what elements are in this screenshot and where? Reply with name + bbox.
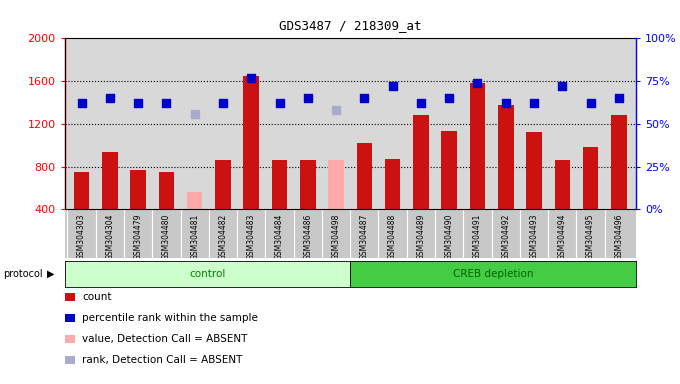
Bar bbox=[441, 131, 457, 209]
Point bbox=[528, 100, 539, 106]
Bar bbox=[272, 160, 287, 209]
Point bbox=[218, 100, 228, 106]
Point bbox=[76, 100, 87, 106]
Point bbox=[359, 95, 370, 101]
Text: protocol: protocol bbox=[3, 269, 43, 279]
Bar bbox=[243, 76, 259, 209]
Text: GSM304482: GSM304482 bbox=[218, 214, 227, 260]
Text: GSM304483: GSM304483 bbox=[247, 214, 256, 260]
Text: GDS3487 / 218309_at: GDS3487 / 218309_at bbox=[279, 19, 422, 32]
Bar bbox=[554, 160, 570, 209]
Text: GSM304479: GSM304479 bbox=[134, 214, 143, 260]
Bar bbox=[215, 160, 231, 209]
Point bbox=[613, 95, 624, 101]
Point bbox=[330, 107, 341, 113]
Text: GSM304303: GSM304303 bbox=[77, 214, 86, 260]
Bar bbox=[583, 147, 598, 209]
Text: GSM304489: GSM304489 bbox=[416, 214, 426, 260]
Point bbox=[472, 80, 483, 86]
Bar bbox=[526, 132, 542, 209]
Text: percentile rank within the sample: percentile rank within the sample bbox=[82, 313, 258, 323]
Point bbox=[557, 83, 568, 89]
Point bbox=[274, 100, 285, 106]
Text: GSM304494: GSM304494 bbox=[558, 214, 566, 260]
Point bbox=[303, 95, 313, 101]
Bar bbox=[187, 192, 203, 209]
Point bbox=[444, 95, 455, 101]
Text: rank, Detection Call = ABSENT: rank, Detection Call = ABSENT bbox=[82, 355, 243, 365]
Text: GSM304498: GSM304498 bbox=[332, 214, 341, 260]
Bar bbox=[102, 152, 118, 209]
Bar bbox=[131, 170, 146, 209]
Bar bbox=[385, 159, 401, 209]
Text: GSM304493: GSM304493 bbox=[530, 214, 539, 260]
Point bbox=[105, 95, 116, 101]
Bar bbox=[611, 115, 626, 209]
Text: GSM304486: GSM304486 bbox=[303, 214, 312, 260]
Text: GSM304490: GSM304490 bbox=[445, 214, 454, 260]
Bar bbox=[413, 115, 428, 209]
Point bbox=[500, 100, 511, 106]
Bar bbox=[470, 83, 486, 209]
Text: value, Detection Call = ABSENT: value, Detection Call = ABSENT bbox=[82, 334, 248, 344]
Text: GSM304480: GSM304480 bbox=[162, 214, 171, 260]
Text: GSM304492: GSM304492 bbox=[501, 214, 510, 260]
Point bbox=[415, 100, 426, 106]
Point bbox=[245, 74, 256, 81]
Point bbox=[189, 111, 200, 117]
Text: count: count bbox=[82, 292, 112, 302]
Bar bbox=[328, 160, 344, 209]
Text: ▶: ▶ bbox=[46, 269, 54, 279]
Text: GSM304495: GSM304495 bbox=[586, 214, 595, 260]
Text: GSM304496: GSM304496 bbox=[614, 214, 624, 260]
Text: CREB depletion: CREB depletion bbox=[453, 269, 533, 279]
Point bbox=[133, 100, 143, 106]
Text: GSM304487: GSM304487 bbox=[360, 214, 369, 260]
Text: GSM304488: GSM304488 bbox=[388, 214, 397, 260]
Bar bbox=[356, 143, 372, 209]
Text: GSM304304: GSM304304 bbox=[105, 214, 114, 260]
Bar bbox=[158, 172, 174, 209]
Bar bbox=[74, 172, 89, 209]
Bar bbox=[498, 104, 513, 209]
Bar bbox=[300, 160, 316, 209]
Point bbox=[387, 83, 398, 89]
Point bbox=[161, 100, 172, 106]
Text: GSM304484: GSM304484 bbox=[275, 214, 284, 260]
Text: GSM304491: GSM304491 bbox=[473, 214, 482, 260]
Text: control: control bbox=[189, 269, 226, 279]
Point bbox=[585, 100, 596, 106]
Text: GSM304481: GSM304481 bbox=[190, 214, 199, 260]
